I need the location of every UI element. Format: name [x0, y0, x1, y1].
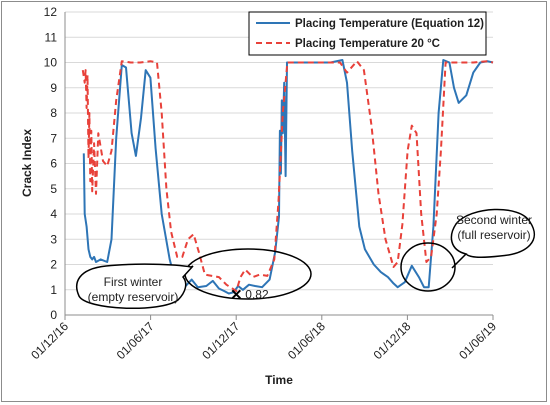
callout-first-winter: First winter(empty reservoir): [76, 263, 194, 310]
y-tick-label: 11: [45, 30, 58, 44]
y-tick-label: 0: [50, 308, 57, 322]
y-tick-label: 7: [50, 131, 57, 145]
series-line-20c: [81, 60, 494, 292]
legend-label-equation12: Placing Temperature (Equation 12): [295, 18, 484, 30]
callout-second-winter: Second winter(full reservoir): [450, 208, 536, 269]
y-tick-label: 12: [44, 5, 58, 19]
min-marker-x-stroke: [231, 289, 242, 300]
second-winter-highlight: [400, 242, 456, 292]
legend: Placing Temperature (Equation 12) Placin…: [248, 11, 487, 56]
callout-text-first-winter: First winter: [104, 275, 163, 289]
series-lines: [81, 59, 494, 295]
callout-text-second-winter: (full reservoir): [457, 228, 530, 242]
callout-text-first-winter: (empty reservoir): [88, 290, 179, 304]
x-axis-title: Time: [265, 373, 293, 387]
y-tick-label: 2: [50, 258, 57, 272]
x-tick-label: 01/06/19: [456, 319, 499, 362]
x-tick-label: 01/12/16: [28, 319, 71, 362]
y-axis-title: Crack Index: [20, 129, 34, 197]
x-tick-label: 01/12/17: [199, 319, 242, 362]
y-tick-label: 9: [50, 81, 57, 95]
legend-box: [248, 11, 487, 56]
min-marker: 0.82: [231, 287, 269, 301]
y-tick-label: 4: [50, 207, 57, 221]
series-line-equation12: [82, 59, 494, 295]
callout-text-second-winter: Second winter: [456, 213, 532, 227]
annotations: First winter(empty reservoir) Second wint…: [76, 208, 536, 310]
legend-label-20c: Placing Temperature 20 °C: [295, 38, 440, 50]
y-tick-label: 6: [50, 157, 57, 171]
gridlines: [64, 11, 493, 316]
y-tick-label: 5: [50, 182, 57, 196]
x-tick-label: 01/06/18: [285, 319, 328, 362]
y-tick-label: 8: [50, 106, 57, 120]
x-tick-label: 01/12/18: [371, 319, 414, 362]
x-axis-ticks: 01/12/16 01/06/17 01/12/17 01/06/18 01/12/18…: [28, 315, 499, 362]
min-marker-label: 0.82: [245, 287, 269, 301]
callout-bubble-second-winter: [450, 208, 536, 269]
y-tick-label: 10: [44, 56, 58, 70]
callout-bubble-first-winter: [76, 263, 194, 310]
y-tick-label: 3: [50, 232, 57, 246]
x-tick-label: 01/06/17: [114, 319, 157, 362]
y-tick-label: 1: [50, 283, 57, 297]
